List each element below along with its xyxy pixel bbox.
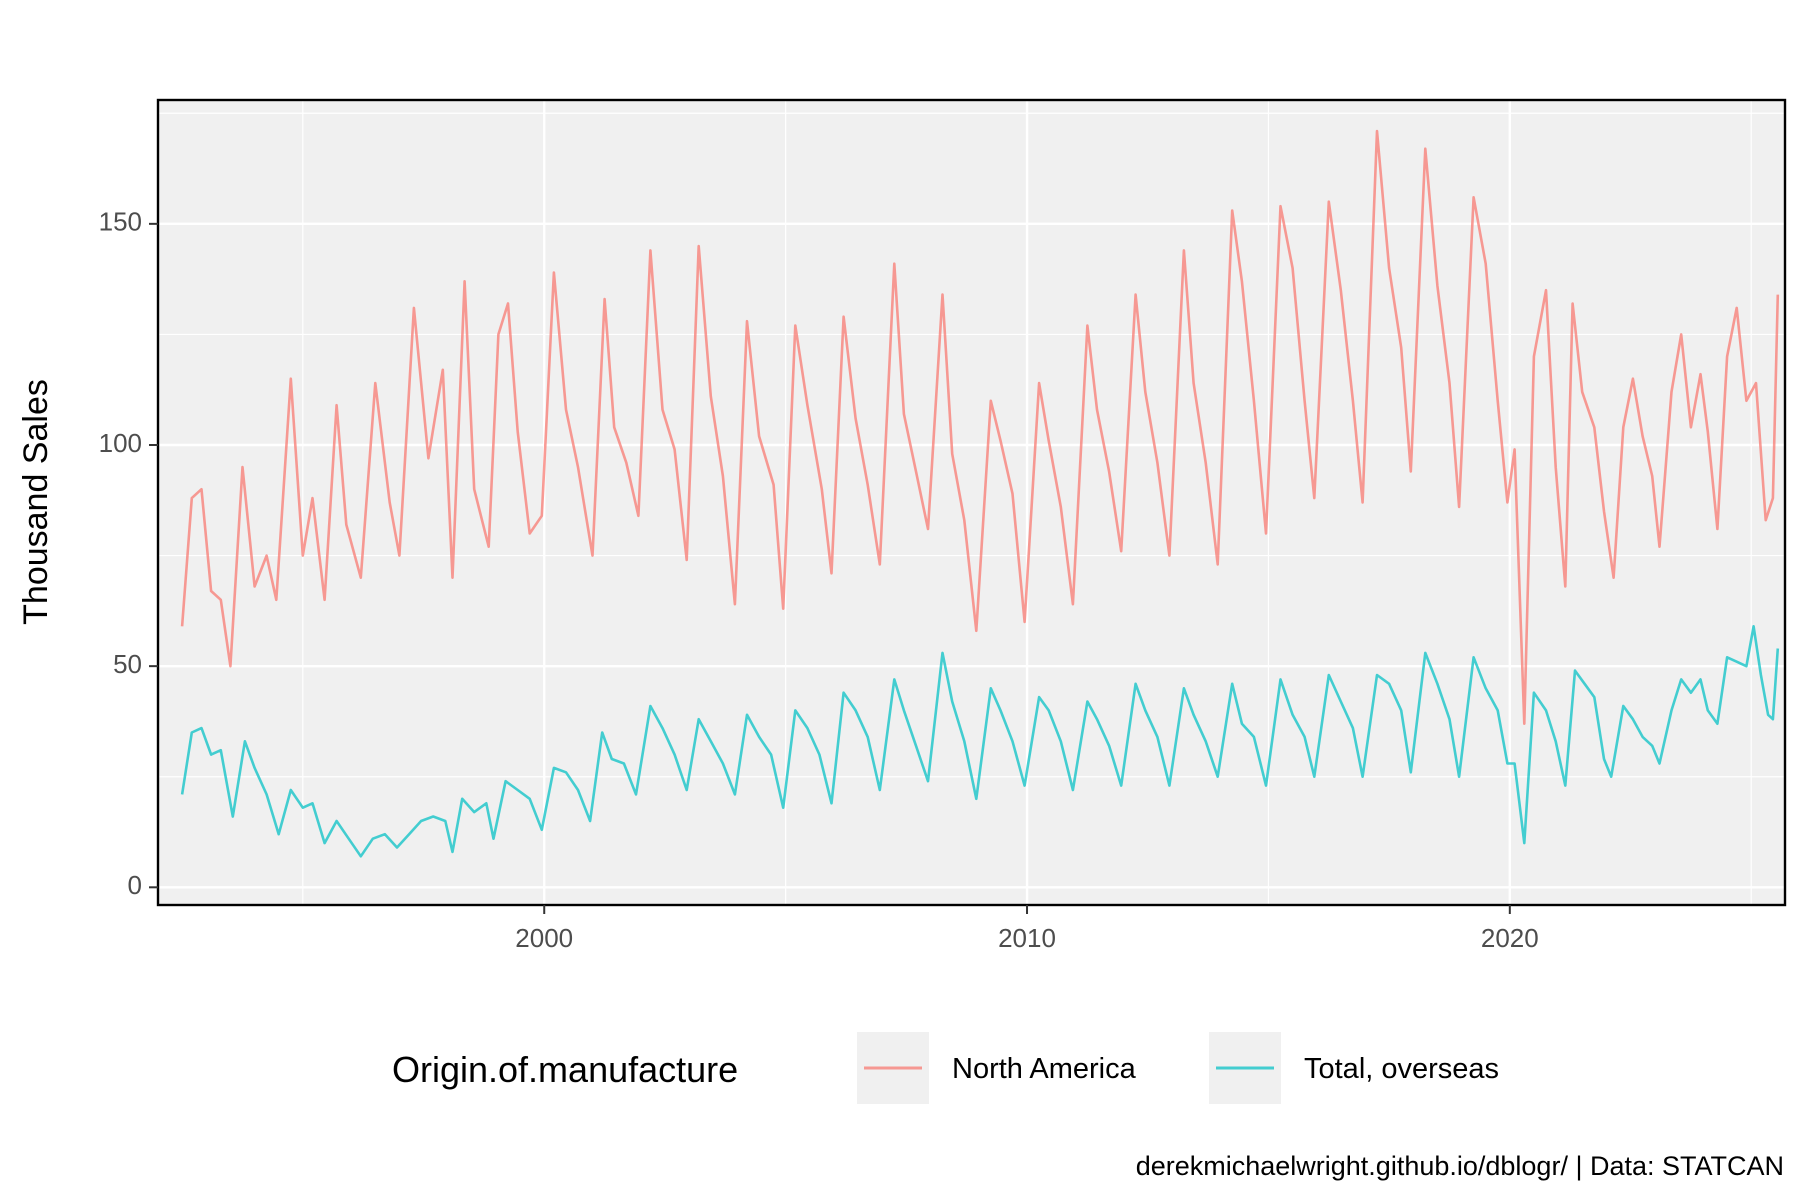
- y-axis: 0 50 100 150: [99, 207, 158, 900]
- y-tick-label: 0: [128, 870, 142, 900]
- y-tick-label: 100: [99, 428, 142, 458]
- caption: derekmichaelwright.github.io/dblogr/ | D…: [1136, 1151, 1784, 1181]
- series-line-north-america: [180, 129, 1780, 725]
- series-line-total-overseas: [180, 625, 1780, 858]
- y-tick-label: 150: [99, 207, 142, 237]
- series-lines: [180, 129, 1780, 858]
- legend-title: Origin.of.manufacture: [392, 1049, 738, 1090]
- y-tick-label: 50: [113, 649, 142, 679]
- x-axis: 2000 2010 2020: [515, 905, 1539, 953]
- legend-label: North America: [952, 1053, 1137, 1085]
- x-tick-label: 2020: [1481, 923, 1539, 953]
- y-axis-title: Thousand Sales: [17, 379, 55, 625]
- legend: Origin.of.manufacture North America Total…: [392, 1032, 1499, 1104]
- panel-border: [156, 98, 1787, 907]
- x-tick-label: 2000: [515, 923, 573, 953]
- x-tick-label: 2010: [998, 923, 1056, 953]
- legend-label: Total, overseas: [1304, 1053, 1499, 1085]
